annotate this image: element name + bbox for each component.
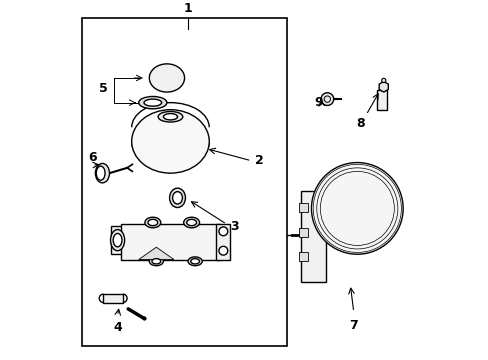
- Bar: [216, 224, 230, 260]
- Ellipse shape: [188, 257, 202, 266]
- Circle shape: [311, 163, 402, 254]
- Circle shape: [320, 93, 333, 105]
- Ellipse shape: [144, 217, 161, 228]
- Bar: [299, 228, 307, 237]
- Polygon shape: [139, 247, 174, 260]
- Text: 8: 8: [356, 117, 365, 130]
- Text: 2: 2: [255, 154, 264, 167]
- Bar: [299, 252, 307, 261]
- Text: 3: 3: [230, 220, 239, 233]
- Bar: [300, 191, 325, 283]
- Text: 7: 7: [349, 319, 357, 332]
- Ellipse shape: [149, 64, 184, 92]
- Bar: [376, 90, 386, 110]
- Circle shape: [381, 78, 385, 82]
- Ellipse shape: [113, 233, 122, 247]
- Ellipse shape: [158, 112, 183, 122]
- Bar: [299, 203, 307, 212]
- Ellipse shape: [144, 99, 162, 106]
- Ellipse shape: [183, 217, 199, 228]
- Ellipse shape: [139, 96, 166, 109]
- Ellipse shape: [110, 230, 124, 251]
- Text: 6: 6: [88, 151, 96, 164]
- Ellipse shape: [172, 192, 182, 204]
- Ellipse shape: [96, 166, 105, 180]
- Ellipse shape: [169, 188, 185, 207]
- Polygon shape: [378, 81, 387, 92]
- Text: 4: 4: [113, 321, 122, 334]
- Ellipse shape: [149, 257, 163, 266]
- Ellipse shape: [219, 246, 227, 255]
- Ellipse shape: [186, 219, 196, 226]
- Ellipse shape: [131, 110, 209, 173]
- Ellipse shape: [190, 258, 199, 264]
- Bar: [121, 224, 220, 260]
- Text: 9: 9: [314, 96, 322, 109]
- Bar: [103, 294, 122, 302]
- Ellipse shape: [95, 163, 109, 183]
- Ellipse shape: [219, 227, 227, 236]
- Bar: [110, 226, 128, 254]
- Ellipse shape: [163, 113, 177, 120]
- Bar: [82, 18, 286, 346]
- Ellipse shape: [147, 219, 158, 226]
- Text: 5: 5: [99, 82, 108, 95]
- Text: 1: 1: [183, 1, 192, 14]
- Ellipse shape: [152, 258, 161, 264]
